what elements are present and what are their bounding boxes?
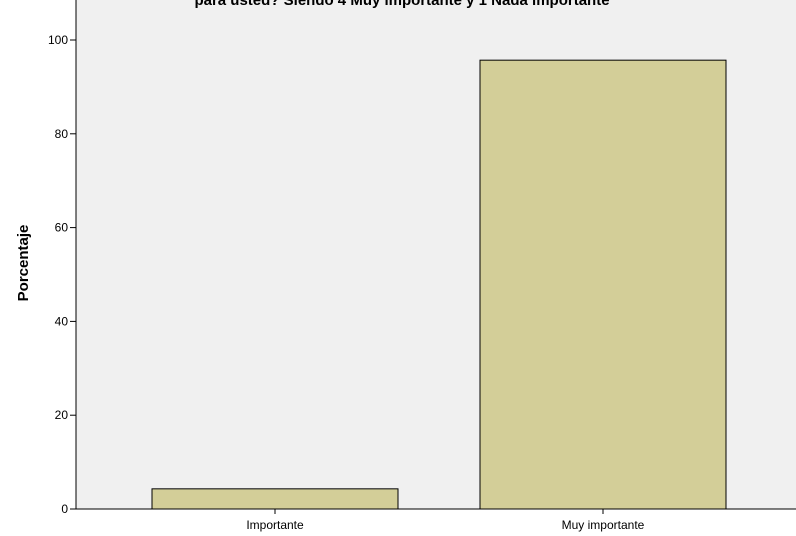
x-labels-group: Importante Muy importante bbox=[246, 509, 645, 532]
x-category-label: Importante bbox=[246, 518, 304, 532]
y-ticks-group: 0 20 40 60 80 100 bbox=[48, 33, 76, 516]
y-tick-label: 60 bbox=[55, 221, 69, 235]
y-tick-label: 0 bbox=[61, 502, 68, 516]
x-category-label: Muy importante bbox=[562, 518, 645, 532]
y-axis-label: Porcentaje bbox=[15, 225, 32, 302]
bars-group bbox=[151, 59, 727, 510]
bar-importante bbox=[151, 488, 399, 510]
chart-title: para usted? Siendo 4 Muy importante y 1 … bbox=[194, 0, 609, 9]
y-tick-label: 20 bbox=[55, 408, 69, 422]
y-tick-label: 100 bbox=[48, 33, 68, 47]
y-tick-label: 40 bbox=[55, 314, 69, 328]
y-tick-label: 80 bbox=[55, 127, 69, 141]
bar-muy-importante bbox=[479, 59, 727, 510]
